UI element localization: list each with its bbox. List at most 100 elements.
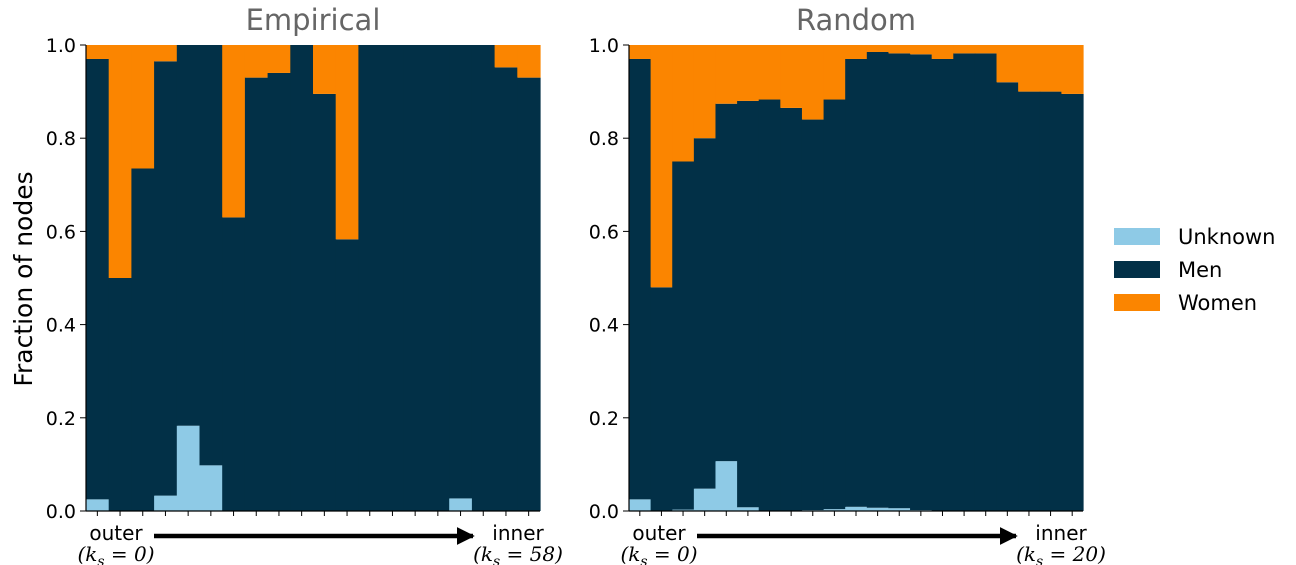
bar-men — [1061, 93, 1084, 512]
bar-men — [910, 54, 933, 511]
bar-women — [715, 45, 738, 104]
bar-men — [131, 168, 155, 512]
bar-men — [845, 58, 868, 507]
legend-label-women: Women — [1178, 291, 1257, 315]
chart-panel-random: Random 0.0 0.2 0.4 0.6 0.8 1.0 outer(ks = 0) inn… — [589, 3, 1106, 565]
y-tick-label: 0.8 — [46, 128, 76, 150]
bar-unknown — [154, 495, 178, 511]
x-end-k-label: (ks = 20) — [1016, 542, 1106, 565]
bar-men — [471, 45, 496, 511]
bar-men — [426, 45, 450, 511]
legend-swatch-women — [1114, 294, 1160, 311]
y-tick-label: 1.0 — [46, 35, 76, 57]
bar-unknown — [629, 499, 652, 511]
legend-swatch-men — [1114, 261, 1160, 278]
bar-men — [715, 103, 738, 462]
y-axis-label: Fraction of nodes — [9, 171, 38, 386]
bar-unknown — [86, 499, 110, 511]
bar-men — [154, 61, 178, 496]
bar-men — [1018, 91, 1041, 511]
bar-women — [996, 45, 1019, 83]
legend-swatch-unknown — [1114, 228, 1160, 245]
x-start-label: outer — [89, 521, 143, 545]
bar-men — [650, 287, 673, 511]
bar-women — [154, 45, 178, 62]
bar-men — [801, 119, 825, 511]
bar-unknown — [672, 509, 695, 511]
bar-men — [866, 51, 890, 508]
bar-men — [403, 45, 428, 511]
bar-women — [108, 45, 132, 278]
bar-women — [910, 45, 933, 55]
y-tick-label: 0.2 — [589, 408, 619, 430]
bar-women — [222, 45, 246, 218]
bar-unknown — [737, 507, 760, 511]
chart-title: Random — [796, 3, 916, 37]
bar-men — [758, 99, 781, 512]
y-tick-label: 0.4 — [589, 315, 619, 337]
y-tick-label: 0.2 — [46, 408, 76, 430]
bar-women — [845, 45, 868, 59]
x-end-label: inner — [492, 521, 544, 545]
bar-women — [758, 45, 781, 100]
bar-men — [176, 45, 201, 426]
bar-men — [629, 58, 652, 500]
bar-women — [313, 45, 337, 94]
x-end-k-label: (ks = 58) — [473, 542, 563, 565]
bar-women — [801, 45, 825, 120]
bar-women — [823, 45, 846, 100]
bar-women — [335, 45, 359, 240]
bar-men — [780, 107, 803, 511]
bar-women — [693, 45, 717, 139]
bar-women — [953, 45, 976, 54]
bar-men — [108, 278, 132, 511]
bar-men — [358, 45, 382, 511]
x-start-label: outer — [632, 521, 686, 545]
bar-men — [290, 45, 314, 511]
bar-women — [780, 45, 803, 108]
bar-women — [650, 45, 673, 288]
bar-men — [693, 138, 717, 489]
y-tick-label: 0.8 — [589, 128, 619, 150]
bar-men — [672, 161, 695, 510]
y-tick-label: 0.6 — [589, 221, 619, 243]
bar-women — [866, 45, 890, 52]
bar-men — [996, 82, 1019, 511]
bar-women — [267, 45, 291, 73]
bar-women — [517, 45, 541, 78]
legend-label-men: Men — [1178, 258, 1222, 282]
bar-unknown — [176, 425, 201, 511]
bar-men — [313, 93, 337, 512]
bar-unknown — [888, 508, 911, 511]
bar-unknown — [715, 461, 738, 511]
bar-unknown — [845, 506, 868, 511]
bar-men — [244, 77, 269, 512]
bar-men — [1039, 91, 1062, 511]
bar-women — [86, 45, 110, 59]
bar-women — [974, 45, 998, 54]
bar-unknown — [823, 509, 846, 511]
legend: Unknown Men Women — [1114, 225, 1275, 315]
bar-men — [335, 239, 359, 511]
bar-men — [86, 58, 110, 500]
y-tick-label: 0.0 — [46, 501, 76, 523]
x-start-k-label: (ks = 0) — [77, 542, 154, 565]
bar-women — [737, 45, 760, 101]
bar-women — [888, 45, 911, 54]
y-tick-label: 1.0 — [589, 35, 619, 57]
bar-unknown — [199, 465, 223, 511]
y-tick-label: 0.4 — [46, 315, 76, 337]
bar-women — [1039, 45, 1062, 92]
bar-men — [737, 100, 760, 508]
bar-men — [953, 53, 976, 511]
bar-men — [267, 72, 291, 512]
bar-women — [931, 45, 954, 59]
bar-women — [1061, 45, 1084, 94]
bar-men — [888, 53, 911, 509]
bar-men — [517, 77, 541, 512]
bar-men — [449, 45, 473, 499]
x-start-k-label: (ks = 0) — [620, 542, 697, 565]
bar-men — [199, 45, 223, 466]
x-end-label: inner — [1035, 521, 1087, 545]
